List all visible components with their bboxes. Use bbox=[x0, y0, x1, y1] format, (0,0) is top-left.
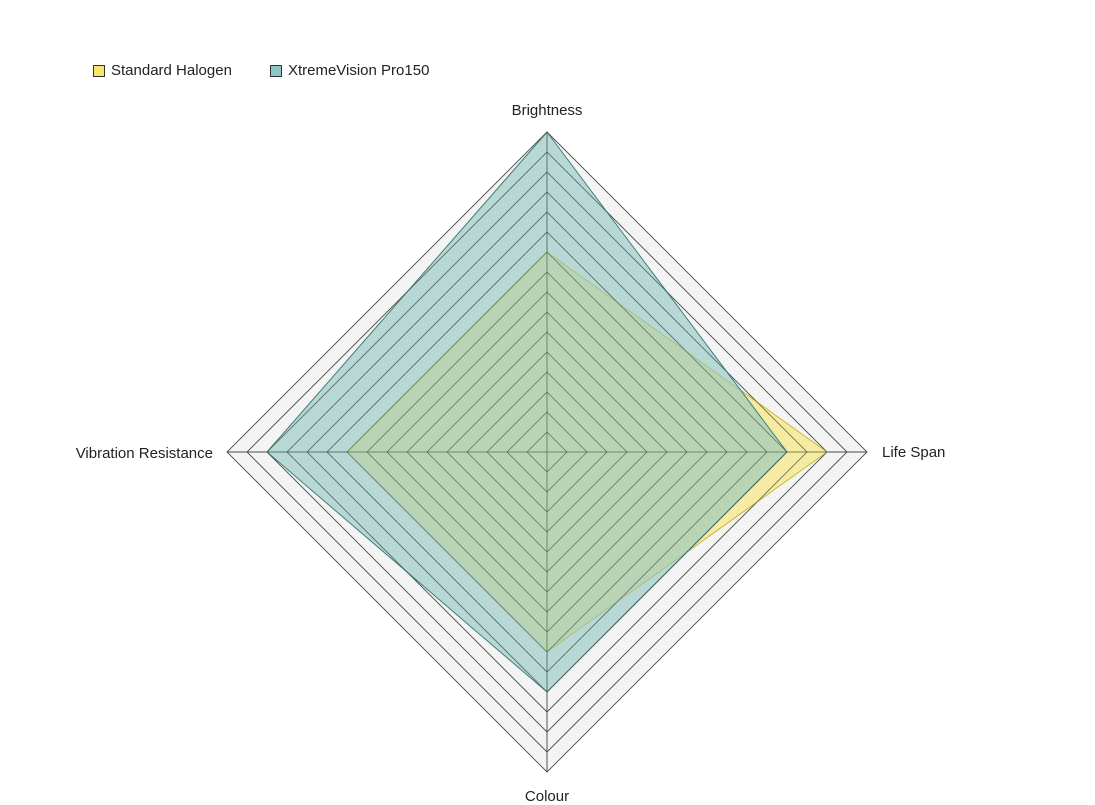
axis-label-brightness: Brightness bbox=[512, 102, 583, 119]
axis-label-colour: Colour bbox=[525, 788, 569, 805]
legend-swatch-standard-halogen bbox=[93, 64, 105, 77]
axis-label-life-span: Life Span bbox=[882, 444, 945, 461]
legend-label-xtremevision: XtremeVision Pro150 bbox=[287, 62, 430, 79]
legend: Standard Halogen XtremeVision Pro150 bbox=[93, 62, 429, 79]
legend-item-standard-halogen[interactable]: Standard Halogen bbox=[93, 62, 232, 79]
legend-label-standard-halogen: Standard Halogen bbox=[111, 62, 232, 79]
legend-swatch-xtremevision bbox=[269, 64, 282, 77]
axis-label-vibration-resistance: Vibration Resistance bbox=[76, 445, 213, 462]
radar-series bbox=[226, 131, 868, 773]
legend-item-xtremevision[interactable]: XtremeVision Pro150 bbox=[269, 62, 430, 79]
axis-labels: Brightness Life Span Colour Vibration Re… bbox=[76, 102, 946, 805]
